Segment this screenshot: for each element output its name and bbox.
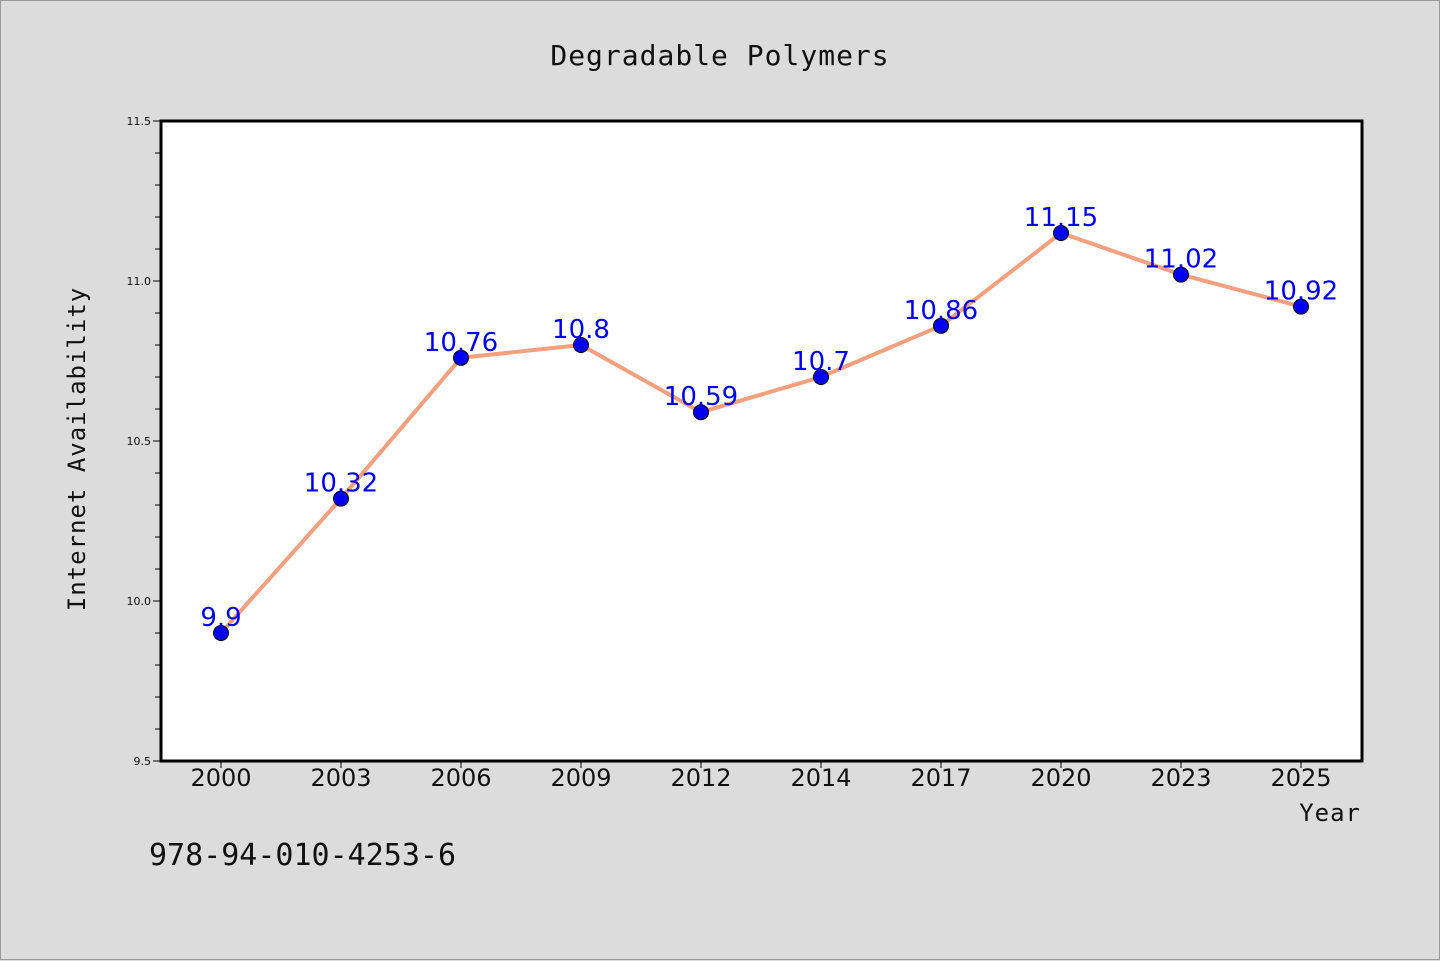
x-tick-label: 2006 <box>430 764 491 792</box>
y-axis-label: Internet Availability <box>63 287 91 611</box>
y-tick-label: 11.5 <box>127 115 152 128</box>
x-tick-label: 2000 <box>190 764 251 792</box>
data-label: 10.86 <box>904 296 978 326</box>
data-label: 9.9 <box>200 603 241 633</box>
x-tick-label: 2023 <box>1150 764 1211 792</box>
chart-title: Degradable Polymers <box>550 39 889 72</box>
data-label: 11.02 <box>1144 245 1218 275</box>
data-label: 10.92 <box>1264 277 1338 307</box>
data-label: 10.76 <box>424 328 498 358</box>
data-point <box>693 404 709 421</box>
data-point <box>813 369 829 385</box>
data-label: 10.7 <box>792 347 850 377</box>
data-label: 11.15 <box>1024 203 1098 233</box>
data-point <box>573 337 589 353</box>
x-axis: 2000 2003 2006 2009 2012 2014 2017 2020 2023 2025 <box>190 761 1332 792</box>
data-point <box>213 625 229 641</box>
data-point <box>1293 298 1309 315</box>
data-series <box>213 225 1309 641</box>
plot-area <box>159 119 1364 763</box>
data-label: 10.59 <box>664 382 738 412</box>
data-point <box>453 349 469 366</box>
data-label: 10.8 <box>552 315 610 345</box>
series-line <box>219 231 1303 635</box>
data-point <box>1173 266 1189 283</box>
data-label: 10.32 <box>304 469 378 499</box>
y-tick-label: 11.0 <box>127 275 152 288</box>
x-tick-label: 2009 <box>550 764 611 792</box>
x-tick-label: 2020 <box>1030 764 1091 792</box>
x-tick-label: 2003 <box>310 764 371 792</box>
y-axis: 9.5 10.0 10.5 11.0 11.5 <box>127 115 161 768</box>
y-tick-label: 9.5 <box>134 755 152 768</box>
data-point <box>1053 225 1069 241</box>
y-tick-label: 10.0 <box>127 595 152 608</box>
isbn-annotation: 978-94-010-4253-6 <box>149 838 456 873</box>
data-point <box>333 490 349 507</box>
data-point <box>933 317 949 334</box>
x-tick-label: 2017 <box>910 764 971 792</box>
x-tick-label: 2014 <box>790 764 851 792</box>
x-axis-label: Year <box>1299 799 1361 827</box>
data-labels: 9.9 10.32 10.76 10.8 10.59 10.7 10.86 11.15 11.0… <box>200 203 1338 633</box>
y-tick-label: 10.5 <box>127 435 152 448</box>
x-tick-label: 2012 <box>670 764 731 792</box>
x-tick-label: 2025 <box>1270 764 1331 792</box>
